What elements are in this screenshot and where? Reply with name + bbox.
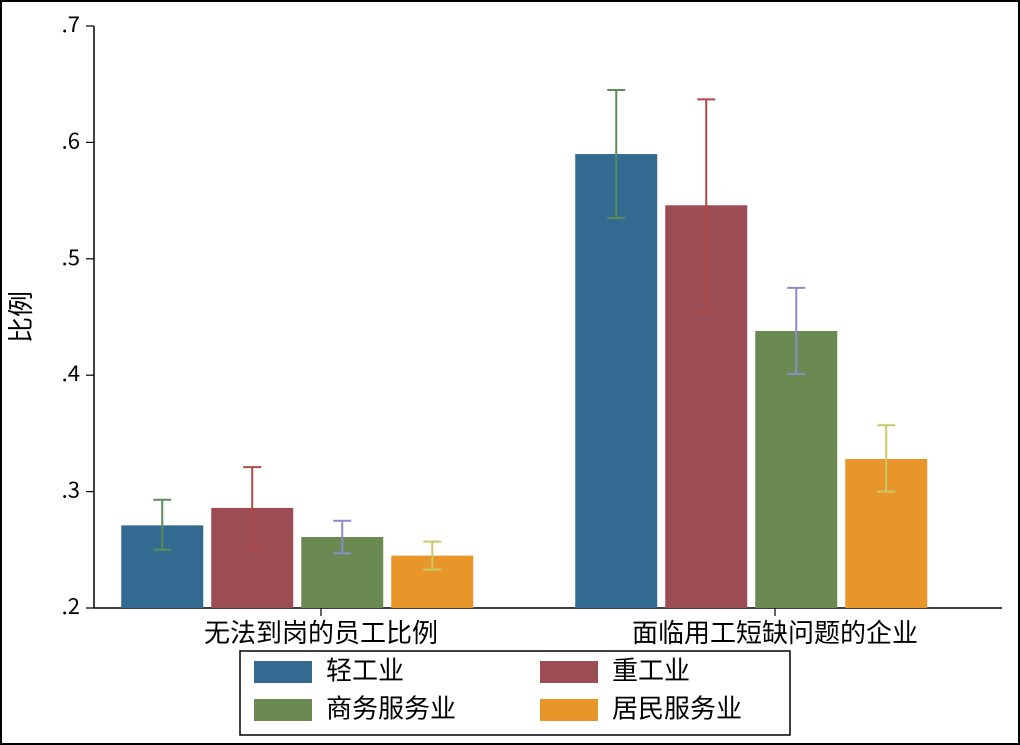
y-tick-label: .4 bbox=[62, 356, 80, 388]
y-tick-label: .7 bbox=[62, 7, 80, 39]
legend-swatch bbox=[254, 699, 312, 721]
x-category-label: 无法到岗的员工比例 bbox=[204, 613, 438, 650]
y-axis-label: 比例 bbox=[1, 291, 38, 343]
y-tick-label: .6 bbox=[62, 123, 80, 155]
legend-swatch bbox=[540, 699, 598, 721]
chart-container: .2 .3 .4 .5 .6 .7 比例无法到岗的员工比例 面临用工短缺问题的企业轻工业 重工业… bbox=[0, 0, 1020, 745]
legend-label: 重工业 bbox=[612, 651, 690, 688]
bar-chart-svg: .2 .3 .4 .5 .6 .7 比例无法到岗的员工比例 面临用工短缺问题的企业轻工业 重工业… bbox=[0, 0, 1020, 745]
y-tick-label: .3 bbox=[62, 473, 80, 505]
legend-label: 轻工业 bbox=[326, 651, 404, 688]
y-tick-label: .2 bbox=[62, 589, 80, 621]
legend-label: 居民服务业 bbox=[612, 689, 742, 726]
x-category-label: 面临用工短缺问题的企业 bbox=[632, 613, 918, 650]
legend-swatch bbox=[540, 661, 598, 683]
y-tick-label: .5 bbox=[62, 240, 80, 272]
bar bbox=[575, 154, 657, 608]
legend-swatch bbox=[254, 661, 312, 683]
legend-label: 商务服务业 bbox=[326, 689, 456, 726]
